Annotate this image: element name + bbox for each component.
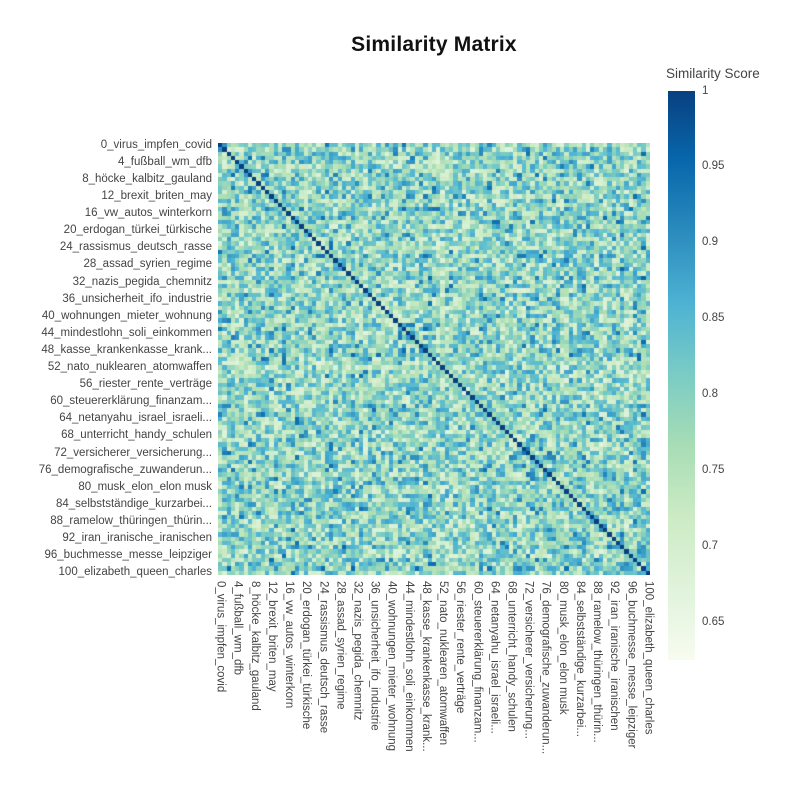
y-tick-label: 68_unterricht_handy_schulen <box>61 429 212 442</box>
x-tick-label: 76_demografische_zuwanderun... <box>539 581 552 755</box>
x-tick-label: 20_erdogan_türkei_türkische <box>300 581 313 730</box>
x-tick-label: 72_versicherer_versicherung... <box>522 581 535 739</box>
y-tick-label: 96_buchmesse_messe_leipziger <box>44 549 213 562</box>
y-tick-label: 0_virus_impfen_covid <box>100 138 212 151</box>
x-tick-label: 44_mindestlohn_soli_einkommen <box>402 581 415 752</box>
y-tick-label: 84_selbstständige_kurzarbei... <box>56 497 212 510</box>
x-tick-label: 88_ramelow_thüringen_thürin... <box>591 581 604 743</box>
x-tick-label: 12_brexit_briten_may <box>265 581 278 692</box>
y-tick-label: 8_höcke_kalbitz_gauland <box>82 172 212 185</box>
y-tick-label: 24_rassismus_deutsch_rasse <box>59 241 212 254</box>
y-tick-label: 64_netanyahu_israel_israeli... <box>59 412 212 425</box>
y-tick-label: 72_versicherer_versicherung... <box>54 446 212 459</box>
colorbar-tick-label: 0.75 <box>702 463 725 476</box>
y-tick-label: 12_brexit_briten_may <box>101 189 212 202</box>
y-tick-label: 60_steuererklärung_finanzam... <box>50 395 212 408</box>
x-tick-label: 52_nato_nuklearen_atomwaffen <box>437 581 450 746</box>
y-tick-label: 76_demografische_zuwanderun... <box>38 463 212 476</box>
x-tick-label: 64_netanyahu_israel_israeli... <box>488 581 501 734</box>
y-tick-label: 32_nazis_pegida_chemnitz <box>72 275 212 288</box>
colorbar-tick-label: 0.7 <box>702 539 718 552</box>
colorbar-gradient <box>668 91 695 660</box>
colorbar-tick-label: 0.65 <box>702 615 725 628</box>
colorbar-tick-label: 1 <box>702 84 709 97</box>
x-tick-label: 56_riester_rente_verträge <box>454 581 467 714</box>
y-tick-label: 20_erdogan_türkei_türkische <box>63 224 212 237</box>
y-tick-label: 44_mindestlohn_soli_einkommen <box>41 326 212 339</box>
x-tick-label: 16_vw_autos_winterkorn <box>283 581 296 709</box>
colorbar-tick-label: 0.95 <box>702 160 725 173</box>
x-tick-label: 60_steuererklärung_finanzam... <box>471 581 484 743</box>
x-tick-label: 36_unsicherheit_ifo_industrie <box>368 581 381 731</box>
x-tick-label: 100_elizabeth_queen_charles <box>642 581 655 735</box>
y-tick-label: 80_musk_elon_elon musk <box>78 480 212 493</box>
y-tick-label: 88_ramelow_thüringen_thürin... <box>50 515 212 528</box>
y-tick-label: 52_nato_nuklearen_atomwaffen <box>47 361 212 374</box>
chart-title: Similarity Matrix <box>351 33 517 56</box>
y-tick-label: 40_wohnungen_mieter_wohnung <box>41 309 212 322</box>
x-tick-label: 80_musk_elon_elon musk <box>556 581 569 715</box>
y-tick-label: 36_unsicherheit_ifo_industrie <box>62 292 212 305</box>
y-tick-label: 28_assad_syrien_regime <box>83 258 213 271</box>
x-tick-label: 96_buchmesse_messe_leipziger <box>625 581 638 749</box>
x-tick-label: 24_rassismus_deutsch_rasse <box>317 581 330 734</box>
x-tick-label: 28_assad_syrien_regime <box>334 581 347 710</box>
y-tick-label: 92_iran_iranische_iranischen <box>62 532 212 545</box>
x-tick-label: 68_unterricht_handy_schulen <box>505 581 518 732</box>
colorbar-title: Similarity Score <box>666 66 760 81</box>
y-tick-label: 4_fußball_wm_dfb <box>118 155 212 168</box>
colorbar-tick-label: 0.9 <box>702 236 718 249</box>
y-tick-label: 48_kasse_krankenkasse_krank... <box>41 343 212 356</box>
x-tick-label: 4_fußball_wm_dfb <box>231 581 244 675</box>
colorbar-tick-label: 0.85 <box>702 312 725 325</box>
colorbar-tick-label: 0.8 <box>702 387 718 400</box>
x-tick-label: 48_kasse_krankenkasse_krank... <box>419 581 432 752</box>
x-tick-label: 92_iran_iranische_iranischen <box>608 581 621 731</box>
x-tick-label: 0_virus_impfen_covid <box>214 581 227 693</box>
heatmap-canvas[interactable] <box>218 143 650 575</box>
x-tick-label: 32_nazis_pegida_chemnitz <box>351 581 364 721</box>
x-tick-label: 8_höcke_kalbitz_gauland <box>248 581 261 711</box>
y-tick-label: 100_elizabeth_queen_charles <box>58 566 212 579</box>
x-tick-label: 84_selbstständige_kurzarbei... <box>573 581 586 737</box>
y-tick-label: 16_vw_autos_winterkorn <box>84 207 212 220</box>
y-tick-label: 56_riester_rente_verträge <box>79 378 212 391</box>
x-tick-label: 40_wohnungen_mieter_wohnung <box>385 581 398 752</box>
